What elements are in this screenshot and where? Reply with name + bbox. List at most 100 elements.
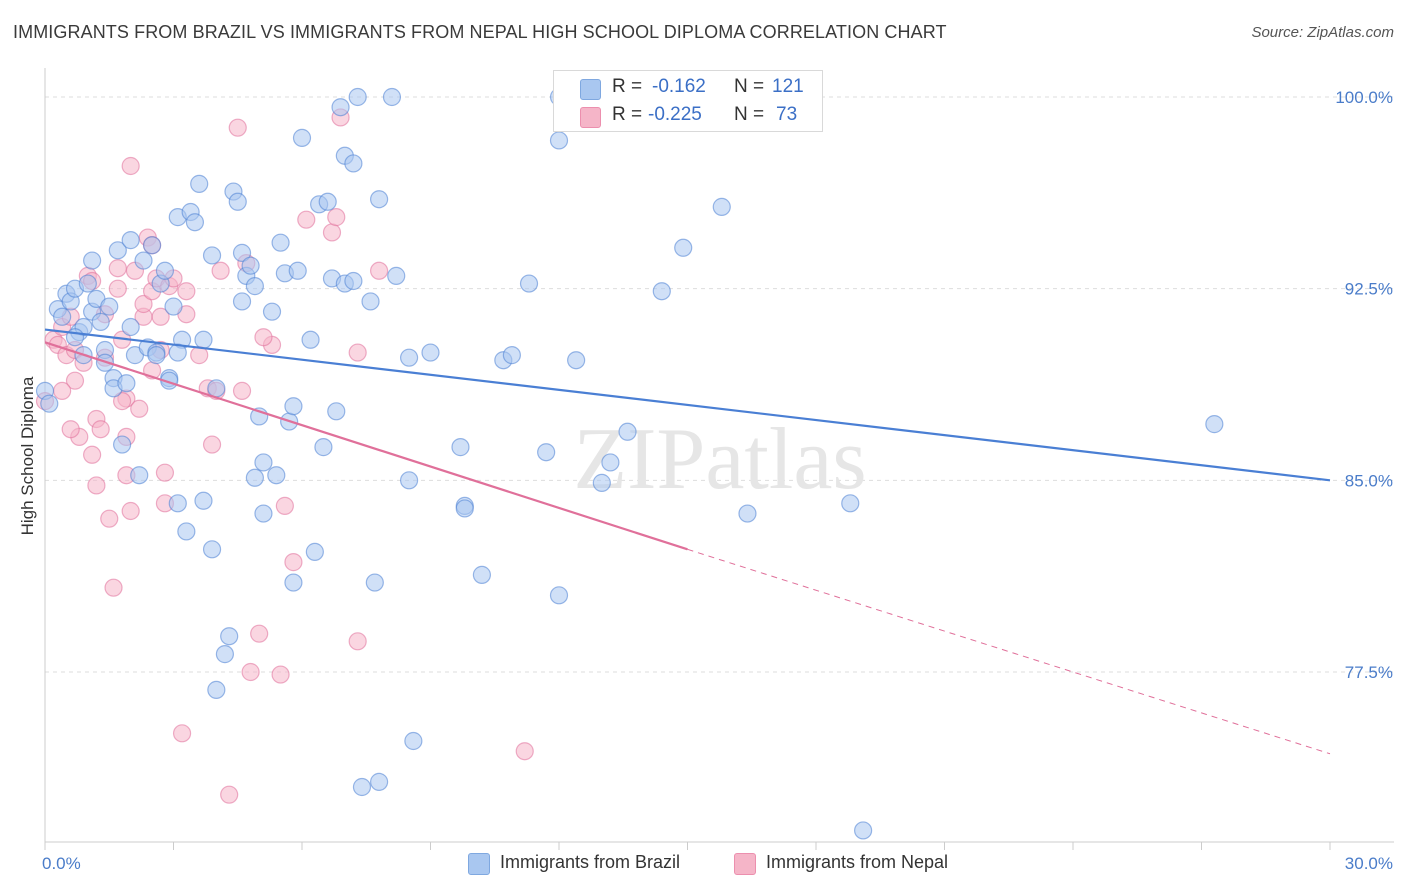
- brazil-point: [164, 297, 183, 316]
- stats-r-label: R =: [612, 104, 643, 125]
- stats-n-value-brazil: 121: [772, 76, 804, 97]
- stats-r-value-brazil: -0.162: [652, 76, 706, 97]
- brazil-point: [220, 627, 239, 646]
- brazil-point: [267, 466, 286, 485]
- nepal-point: [322, 223, 342, 242]
- brazil-point: [288, 261, 307, 280]
- nepal-point: [202, 435, 222, 454]
- nepal-point: [121, 501, 140, 521]
- x-tick-labels: 0.0% 30.0%: [42, 854, 1393, 873]
- brazil-point: [121, 317, 140, 337]
- brazil-point: [327, 402, 346, 421]
- brazil-point: [314, 438, 333, 457]
- source-credit: Source: ZipAtlas.com: [1251, 24, 1394, 41]
- brazil-point: [91, 312, 110, 331]
- brazil-point: [472, 565, 491, 584]
- nepal-point: [121, 156, 140, 176]
- nepal-point: [228, 118, 247, 137]
- nepal-point: [348, 343, 367, 362]
- brazil-point: [537, 443, 556, 462]
- legend-label-brazil: Immigrants from Brazil: [500, 852, 681, 872]
- brazil-point: [83, 251, 102, 270]
- nepal-point: [241, 662, 260, 682]
- brazil-point: [284, 573, 303, 592]
- trend-lines: [44, 328, 1331, 755]
- x-tick-label: 0.0%: [42, 854, 81, 873]
- brazil-point: [284, 397, 303, 416]
- brazil-point: [121, 231, 140, 250]
- nepal-point: [211, 261, 230, 280]
- brazil-point: [841, 494, 860, 513]
- brazil-point: [1205, 415, 1224, 434]
- nepal-trend-line: [44, 341, 688, 551]
- nepal-point: [515, 742, 534, 761]
- brazil-point: [404, 731, 423, 751]
- brazil-point: [177, 522, 196, 541]
- brazil-point: [652, 282, 671, 301]
- nepal-point: [327, 208, 346, 227]
- brazil-point: [451, 438, 470, 457]
- brazil-point: [305, 542, 324, 561]
- brazil-point: [254, 504, 273, 523]
- nepal-point: [250, 624, 269, 643]
- brazil-point: [502, 346, 521, 365]
- brazil-point: [292, 128, 312, 147]
- legend-swatch-brazil: [468, 853, 490, 875]
- stats-swatch-nepal: [580, 107, 601, 128]
- brazil-point: [245, 277, 264, 296]
- x-ticks: [44, 842, 1331, 850]
- nepal-point: [108, 279, 127, 298]
- brazil-point: [194, 330, 213, 349]
- brazil-points: [35, 87, 1224, 840]
- brazil-point: [601, 453, 620, 472]
- brazil-point: [592, 473, 611, 492]
- nepal-point: [284, 553, 303, 572]
- brazil-point: [519, 274, 539, 293]
- nepal-point: [87, 476, 106, 495]
- nepal-point: [232, 381, 252, 400]
- brazil-point: [78, 274, 97, 293]
- brazil-point: [108, 241, 127, 260]
- brazil-point: [382, 87, 402, 107]
- nepal-point: [83, 445, 102, 464]
- brazil-point: [365, 573, 384, 592]
- brazil-point: [567, 351, 586, 370]
- stats-row-nepal: R = -0.225 N = 73: [554, 102, 822, 130]
- brazil-point: [421, 343, 440, 362]
- brazil-point: [142, 236, 162, 255]
- brazil-point: [549, 586, 569, 605]
- brazil-point: [370, 772, 389, 791]
- nepal-point: [104, 578, 123, 597]
- stats-n-value-nepal: 73: [776, 104, 798, 125]
- y-tick-label: 92.5%: [1345, 280, 1393, 299]
- brazil-point: [147, 346, 166, 365]
- brazil-point: [348, 87, 367, 107]
- nepal-point: [91, 420, 110, 439]
- brazil-point: [352, 777, 372, 797]
- brazil-point: [134, 251, 153, 270]
- nepal-point: [220, 785, 239, 804]
- nepal-point: [271, 665, 290, 684]
- stats-swatch-brazil: [580, 79, 601, 100]
- brazil-point: [215, 645, 234, 664]
- legend-label-nepal: Immigrants from Nepal: [766, 852, 949, 872]
- nepal-point: [177, 282, 196, 301]
- brazil-point: [674, 238, 693, 257]
- y-tick-label: 100.0%: [1335, 88, 1393, 107]
- brazil-point: [207, 379, 226, 398]
- brazil-point: [344, 154, 363, 173]
- legend-swatch-nepal: [734, 853, 756, 875]
- brazil-point: [854, 821, 873, 840]
- brazil-point: [455, 499, 474, 518]
- brazil-point: [241, 256, 260, 275]
- brazil-point: [112, 435, 132, 454]
- brazil-point: [232, 243, 252, 262]
- nepal-point: [348, 632, 367, 651]
- brazil-point: [370, 190, 389, 209]
- brazil-point: [190, 174, 209, 193]
- brazil-point: [117, 374, 136, 393]
- stats-r-label: R =: [612, 76, 643, 97]
- y-axis-label: High School Diploma: [18, 376, 37, 535]
- brazil-point: [618, 422, 637, 441]
